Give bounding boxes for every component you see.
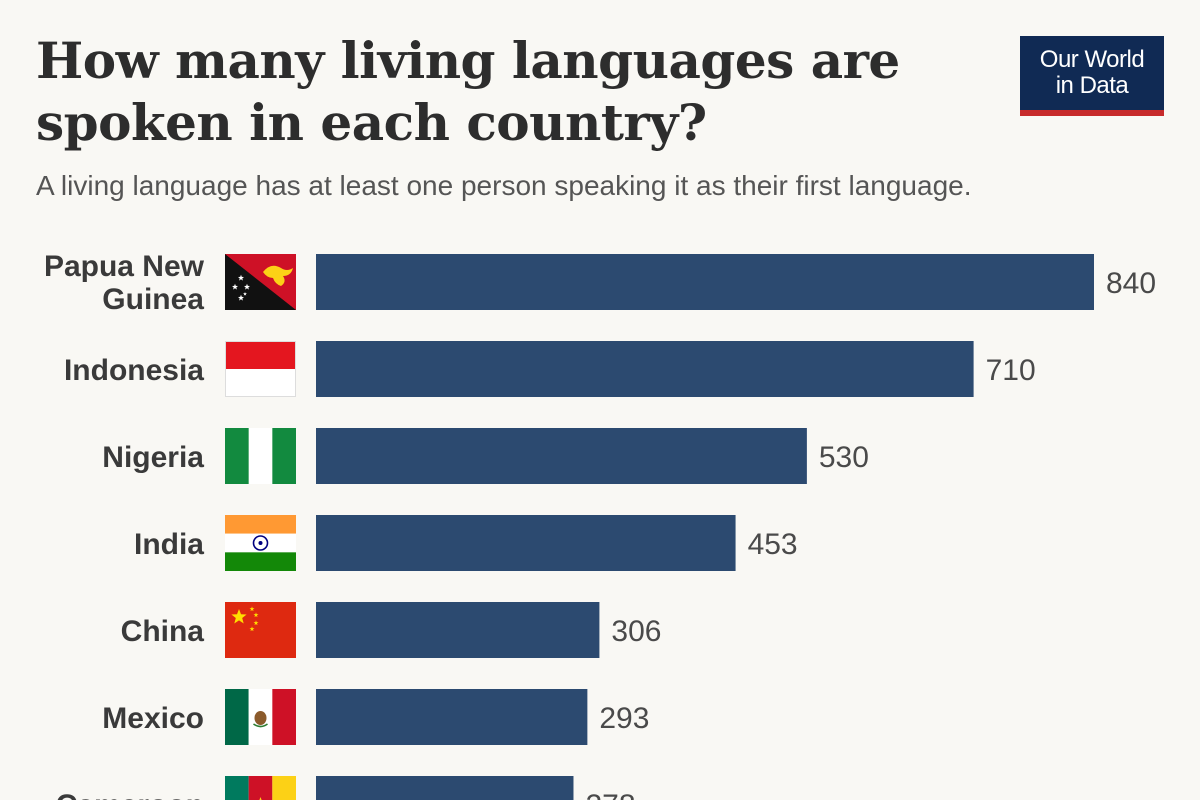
nigeria-flag [225,428,296,484]
value-label: 306 [611,615,661,648]
country-label: India [134,528,204,561]
bar [316,254,1094,310]
value-label: 278 [585,789,635,800]
value-label: 530 [819,441,869,474]
country-label: Papua New Guinea [44,250,205,316]
value-label: 710 [986,354,1036,387]
bar [316,602,600,658]
value-label: 840 [1106,267,1156,300]
country-label: Indonesia [64,354,204,387]
mexico-flag [225,689,296,745]
our-world-in-data-logo[interactable]: Our World in Data [1020,36,1164,116]
chart-title: How many living languages are spoken in … [36,30,936,154]
china-flag [225,602,296,658]
bar [316,428,807,484]
logo-line-2: in Data [1055,72,1129,99]
country-label: Nigeria [102,441,204,474]
country-label: Mexico [102,702,204,735]
bar [316,776,574,800]
bar [316,341,974,397]
chart-title-line-2: spoken in each country? [36,93,707,152]
value-label: 293 [599,702,649,735]
country-label: Cameroon [56,789,204,800]
logo-line-1: Our World [1039,46,1145,73]
india-flag [225,515,296,571]
bar [316,515,736,571]
bar [316,689,588,745]
value-label: 453 [748,528,798,561]
country-label: China [121,615,205,648]
papua-new-guinea-flag [225,254,296,310]
indonesia-flag [225,341,296,397]
cameroon-flag [225,776,296,800]
chart-title-line-1: How many living languages are [36,31,900,90]
chart-subtitle: A living language has at least one perso… [36,170,972,201]
